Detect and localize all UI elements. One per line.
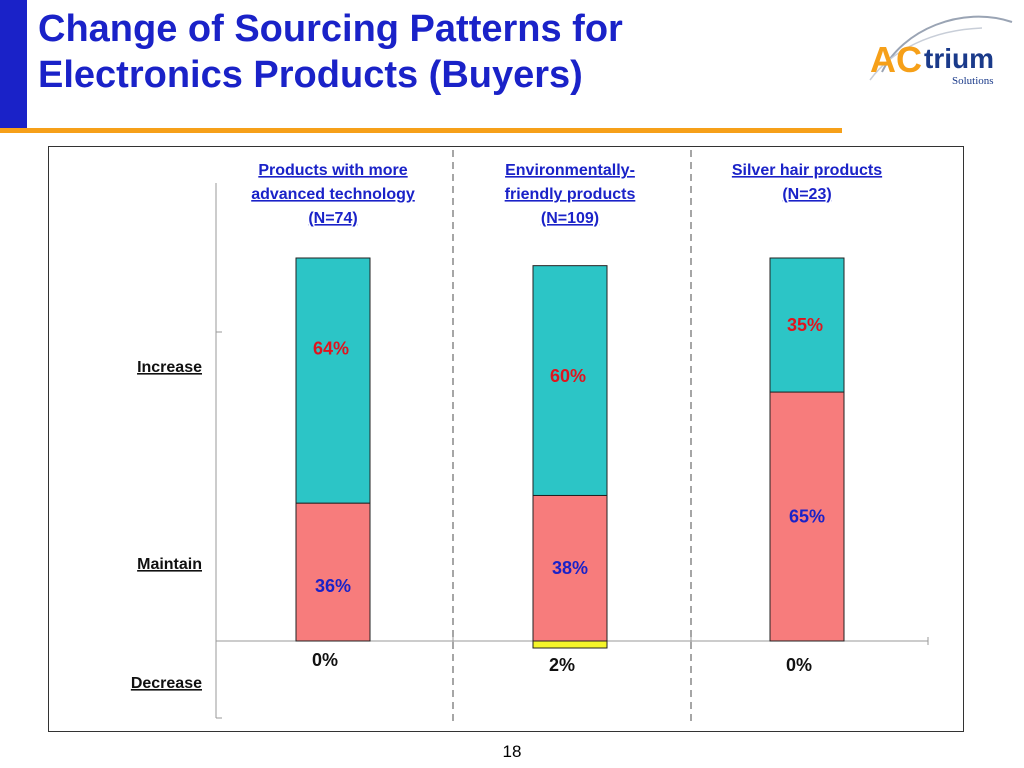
bar-maintain (769, 391, 845, 642)
row-label-increase: Increase (137, 359, 202, 376)
data-label-increase: 35% (787, 315, 823, 335)
category-header-line: (N=23) (782, 186, 831, 203)
data-label-increase: 64% (313, 339, 349, 359)
actrium-logo: AC trium Solutions (869, 15, 1013, 87)
category-header-line: Products with more (258, 162, 407, 179)
title-line-1: Change of Sourcing Patterns for (38, 8, 623, 50)
row-label-maintain: Maintain (137, 556, 202, 573)
category-header-line: (N=109) (541, 210, 599, 227)
bar-increase (295, 257, 371, 504)
row-label-decrease: Decrease (131, 675, 202, 692)
title-line-2: Electronics Products (Buyers) (38, 54, 583, 96)
logo-tagline: Solutions (952, 75, 994, 87)
page-number: 18 (502, 742, 522, 761)
title-underline (0, 128, 842, 133)
data-label-decrease: 0% (312, 650, 338, 670)
chart-frame (48, 146, 964, 732)
category-header-line: Silver hair products (732, 162, 882, 179)
category-header-line: Environmentally- (505, 162, 635, 179)
bar-maintain (295, 502, 371, 642)
category-header-line: (N=74) (308, 210, 357, 227)
data-label-maintain: 38% (552, 558, 588, 578)
logo-brand-part1: AC (870, 39, 922, 80)
data-label-decrease: 0% (786, 655, 812, 675)
category-header-line: advanced technology (251, 186, 415, 203)
data-label-maintain: 65% (789, 507, 825, 527)
bar-maintain (532, 494, 608, 642)
bar-decrease (532, 640, 608, 649)
bar-increase (532, 265, 608, 496)
data-label-increase: 60% (550, 366, 586, 386)
title-accent-bar (0, 0, 27, 128)
category-header-line: friendly products (505, 186, 636, 203)
bar-increase (769, 257, 845, 393)
data-label-maintain: 36% (315, 576, 351, 596)
slide-title: Change of Sourcing Patterns for Electron… (38, 6, 838, 98)
data-label-decrease: 2% (549, 655, 575, 675)
logo-brand-part2: trium (924, 43, 994, 74)
